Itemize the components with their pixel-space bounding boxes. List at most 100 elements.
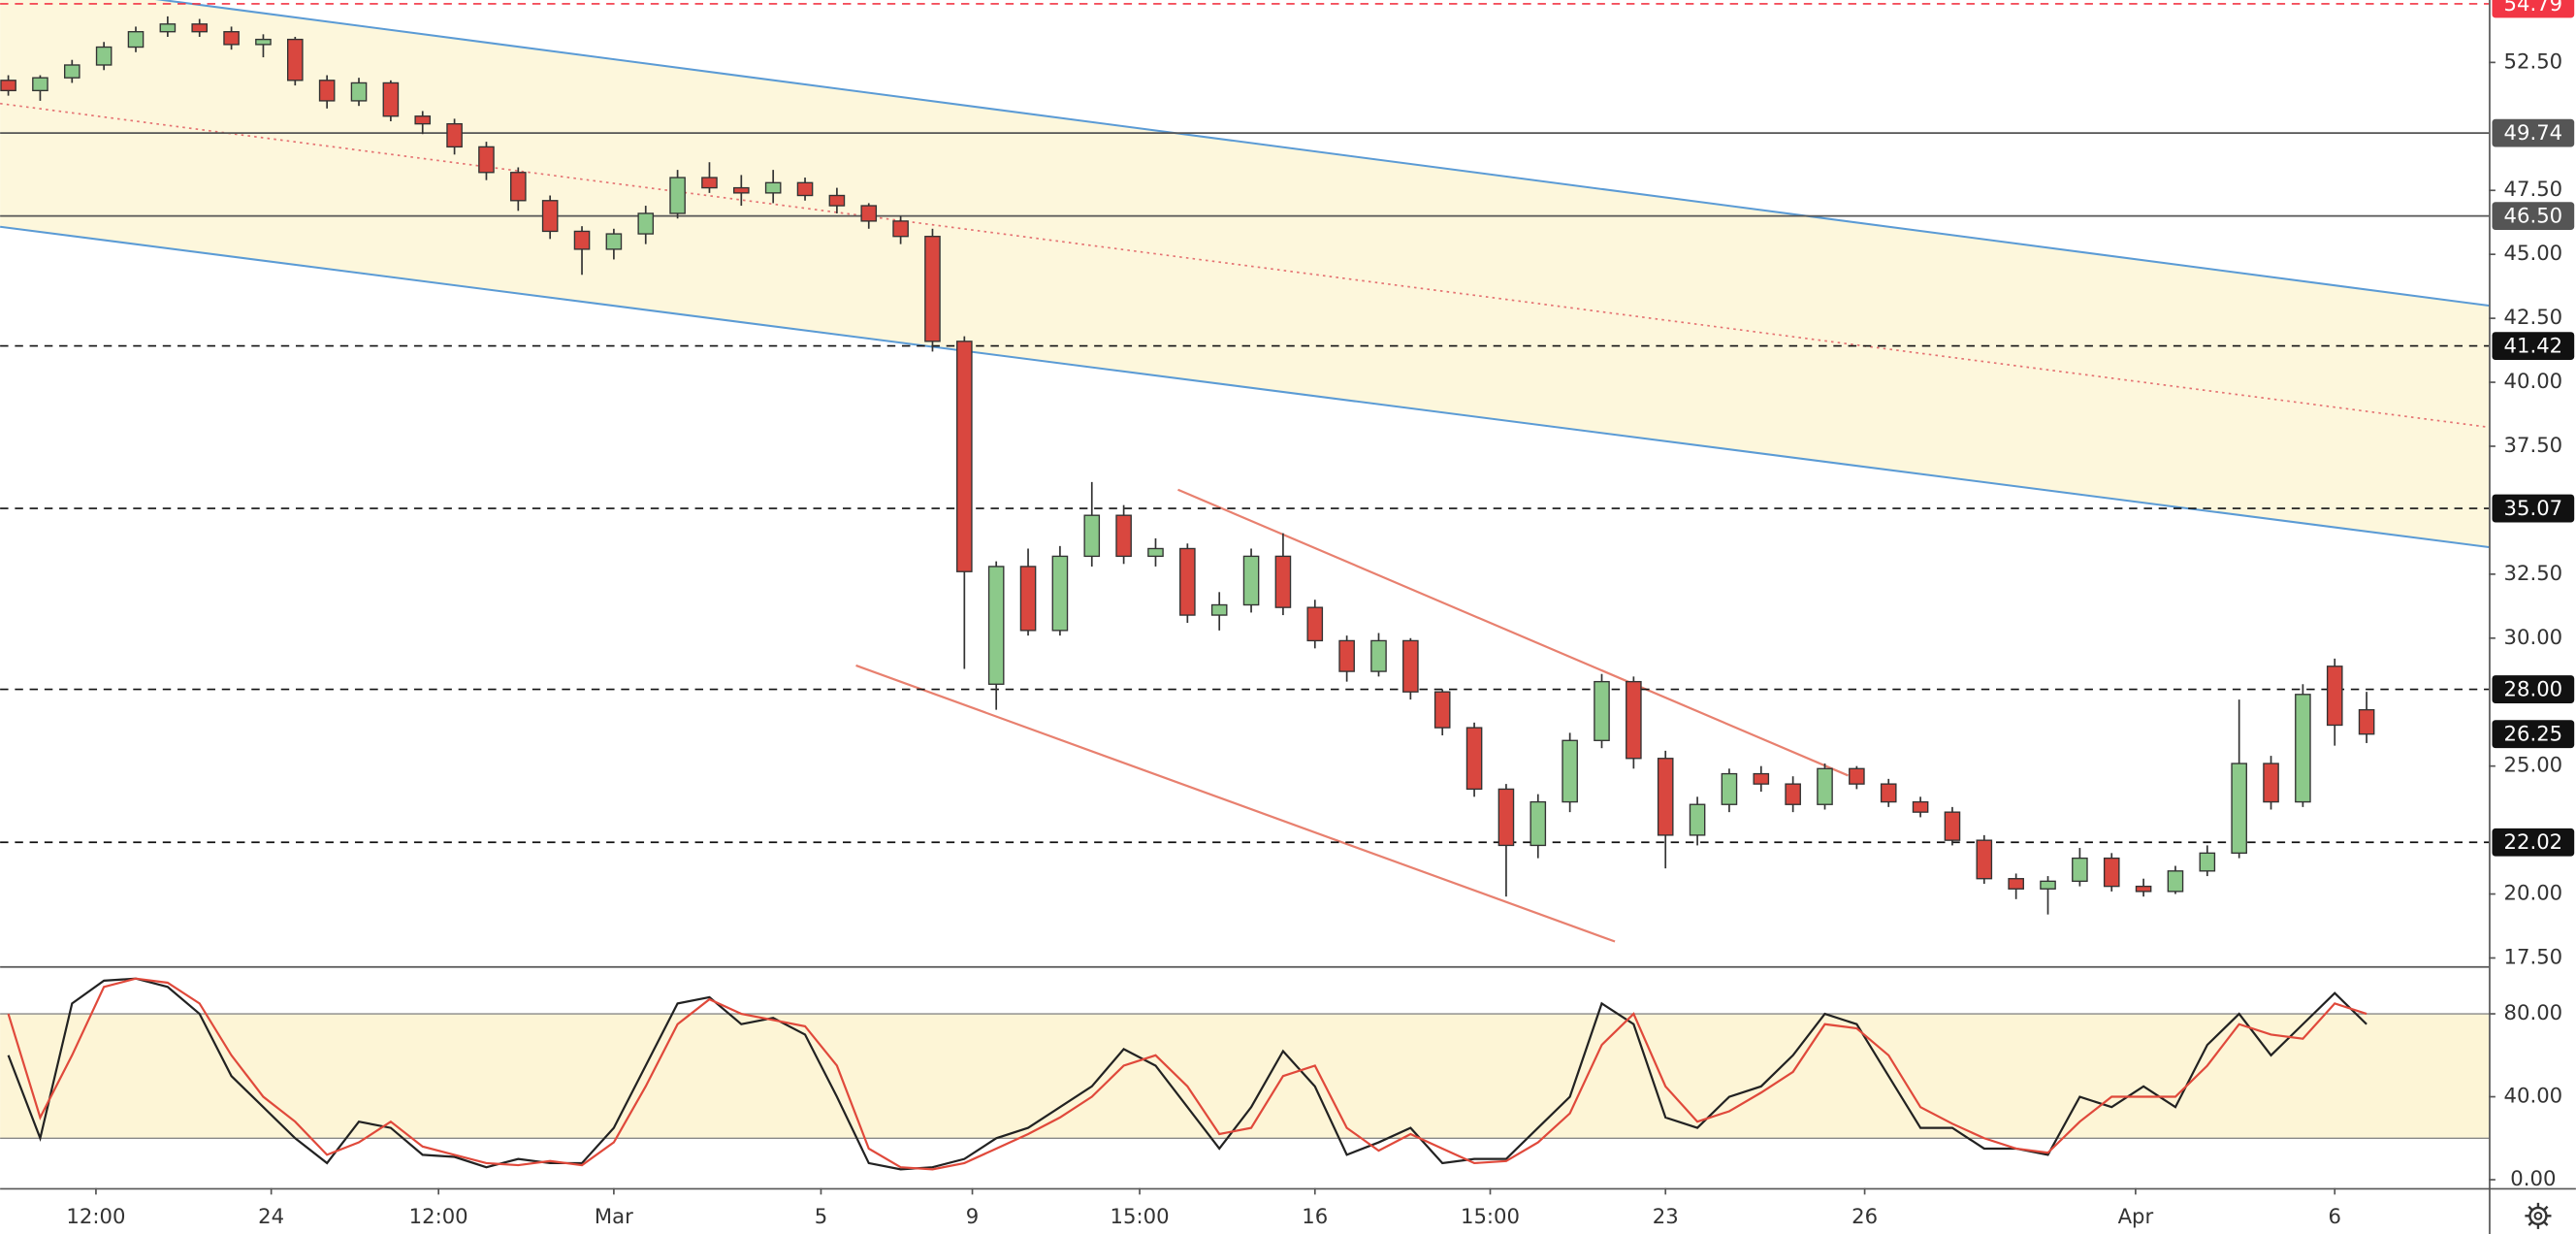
price-badge xyxy=(2492,494,2575,523)
candle-body xyxy=(2358,708,2375,735)
price-badge xyxy=(2492,828,2575,857)
x-tick-label: Apr xyxy=(2118,1204,2154,1228)
candle-body xyxy=(318,80,336,102)
x-tick-label: 26 xyxy=(1852,1204,1878,1228)
candle-body xyxy=(2326,666,2343,727)
y-tick-label: 52.50 xyxy=(2504,49,2563,73)
stochastic-pane xyxy=(0,977,2490,1171)
candle-body xyxy=(1083,514,1101,558)
candle-body xyxy=(1115,514,1132,558)
price-badge-label: 22.02 xyxy=(2504,829,2563,854)
candle-body xyxy=(605,233,623,250)
levels xyxy=(0,3,2490,844)
candle-body xyxy=(1785,783,1801,805)
stoch-band xyxy=(0,1014,2490,1139)
x-tick-label: Mar xyxy=(595,1204,633,1228)
candle-body xyxy=(1530,800,1547,847)
candle-body xyxy=(2072,857,2088,883)
candle-body xyxy=(764,181,782,194)
y-tick-label: 40.00 xyxy=(2504,369,2563,393)
gear-teeth xyxy=(2525,1202,2552,1229)
candle-body xyxy=(1210,603,1228,616)
candle-body xyxy=(446,122,463,148)
price-badge xyxy=(2492,202,2575,231)
candle-body xyxy=(2135,885,2152,893)
candle-body xyxy=(573,230,591,250)
candle-body xyxy=(1433,691,1451,729)
candle-body xyxy=(2167,870,2184,893)
candle-body xyxy=(1721,772,1738,805)
candle-body xyxy=(2231,763,2247,855)
y-tick-label: 0.00 xyxy=(2510,1166,2556,1190)
price-badges: 54.79 49.74 46.50 41.42 35.07 28.00 26.25 22.02 xyxy=(2492,0,2575,857)
candle-body xyxy=(541,200,559,233)
y-tick-label: 17.50 xyxy=(2504,944,2563,968)
price-badge xyxy=(2492,675,2575,703)
candle-body xyxy=(956,341,973,572)
candle-body xyxy=(32,77,48,92)
x-tick-label: 24 xyxy=(258,1204,284,1228)
price-badge-label: 46.50 xyxy=(2504,203,2563,227)
candle-body xyxy=(860,205,878,222)
candle-body xyxy=(1370,639,1387,672)
candle-body xyxy=(1306,606,1324,642)
stoch-line xyxy=(7,977,2367,1171)
candle-body xyxy=(1179,547,1196,616)
candle-body xyxy=(1019,566,1037,632)
price-badge xyxy=(2492,332,2575,360)
candle-body xyxy=(1912,800,1929,813)
stoch-line xyxy=(7,977,2367,1171)
y-tick-label: 37.50 xyxy=(2504,433,2563,457)
x-tick-label: 15:00 xyxy=(1461,1204,1520,1228)
y-tick-label: 45.00 xyxy=(2504,241,2563,265)
y-tick-label: 30.00 xyxy=(2504,625,2563,649)
candle-body xyxy=(1657,758,1674,836)
candle-body xyxy=(127,31,145,49)
trend-line-lower xyxy=(855,664,1616,943)
candle-body xyxy=(2008,878,2024,890)
candle-body xyxy=(223,31,240,46)
candle-body xyxy=(1880,783,1897,803)
candle-body xyxy=(796,181,814,197)
candle-body xyxy=(2199,852,2216,872)
candle-body xyxy=(1051,555,1069,632)
candle-body xyxy=(669,177,686,214)
axes: 52.50 47.50 45.00 42.50 40.00 37.50 32.50 30.00… xyxy=(66,49,2562,1228)
candle-body xyxy=(1626,680,1642,760)
candle-body xyxy=(1562,739,1578,803)
trend-line-upper xyxy=(1177,488,1849,777)
x-tick-label: 16 xyxy=(1302,1204,1328,1228)
settings-icon[interactable] xyxy=(2525,1202,2552,1229)
candle-body xyxy=(1402,639,1419,693)
candle-body xyxy=(701,177,718,189)
channel-fill xyxy=(0,0,2490,548)
price-badge xyxy=(2492,118,2575,147)
candle-body xyxy=(828,194,846,207)
candle-body xyxy=(0,80,16,92)
channel-upper xyxy=(154,0,2490,308)
x-tick-label: 23 xyxy=(1653,1204,1679,1228)
candle-body xyxy=(2263,763,2279,803)
candle-body xyxy=(1465,727,1483,791)
candle-body xyxy=(892,220,909,238)
price-badge-label: 49.74 xyxy=(2504,120,2563,145)
candle-body xyxy=(1944,811,1961,841)
candle-body xyxy=(1689,803,1706,836)
y-tick-label: 25.00 xyxy=(2504,753,2563,777)
x-tick-label: 12:00 xyxy=(66,1204,125,1228)
candle-body xyxy=(350,81,368,102)
channel-lower xyxy=(0,225,2490,549)
y-tick-label: 47.50 xyxy=(2504,177,2563,201)
candle-body xyxy=(382,81,400,117)
y-tick-label: 80.00 xyxy=(2504,1000,2563,1024)
candle-body xyxy=(191,23,209,33)
candle-body xyxy=(1242,555,1260,606)
candle-body xyxy=(1976,839,1993,880)
candle-body xyxy=(1753,772,1770,785)
candle-body xyxy=(1147,547,1164,558)
candle-body xyxy=(1338,639,1355,672)
gear-hub xyxy=(2533,1211,2543,1220)
price-badge-label: 41.42 xyxy=(2504,333,2563,357)
